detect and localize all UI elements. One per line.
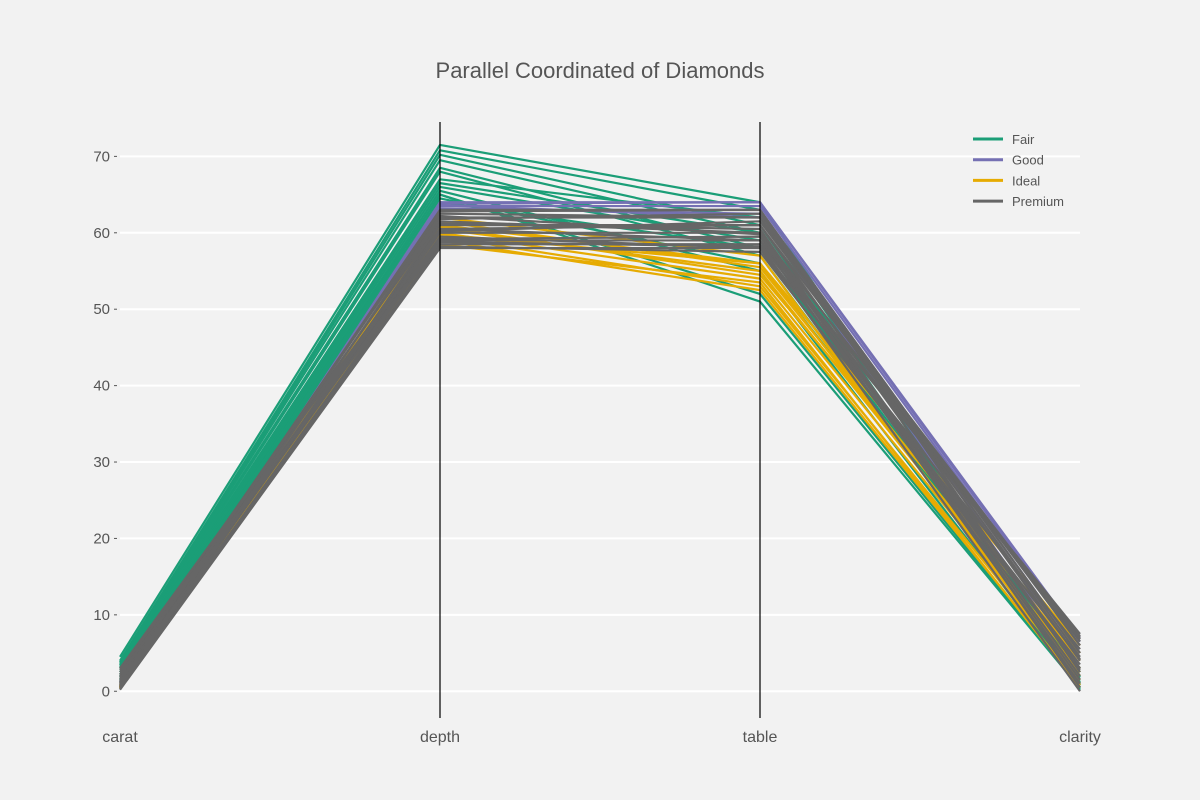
y-tick-label: 0 (102, 683, 110, 700)
y-tick-label: 10 (93, 607, 110, 624)
y-tick-label: 60 (93, 225, 110, 242)
legend[interactable]: Fair Good Ideal Premium (973, 132, 1064, 209)
series-line (119, 197, 1081, 681)
y-tick-label: 30 (93, 454, 110, 471)
legend-item-fair[interactable]: Fair (973, 132, 1035, 147)
y-ticks: 0 10 20 30 40 50 60 70 (93, 148, 117, 700)
axis-label-depth: depth (420, 729, 460, 746)
series-line (119, 208, 1081, 682)
series-line (119, 240, 1081, 671)
y-tick-label: 40 (93, 378, 110, 395)
series-lines (119, 143, 1081, 692)
legend-item-good[interactable]: Good (973, 153, 1044, 168)
legend-label: Ideal (1012, 173, 1040, 188)
legend-item-premium[interactable]: Premium (973, 194, 1064, 209)
series-premium (119, 208, 1081, 692)
axis-labels: carat depth table clarity (102, 729, 1101, 746)
axis-label-carat: carat (102, 729, 138, 746)
y-tick-label: 50 (93, 301, 110, 318)
legend-label: Fair (1012, 132, 1035, 147)
y-tick-label: 20 (93, 530, 110, 547)
series-line (119, 235, 1081, 684)
axis-label-clarity: clarity (1059, 729, 1101, 746)
chart-title: Parallel Coordinated of Diamonds (436, 58, 765, 83)
series-line (119, 246, 1081, 692)
y-tick-label: 70 (93, 148, 110, 165)
legend-label: Premium (1012, 194, 1064, 209)
series-line (119, 212, 1081, 679)
axis-lines (439, 122, 761, 718)
legend-label: Good (1012, 153, 1044, 168)
legend-item-ideal[interactable]: Ideal (973, 173, 1040, 188)
axis-label-table: table (743, 729, 778, 746)
